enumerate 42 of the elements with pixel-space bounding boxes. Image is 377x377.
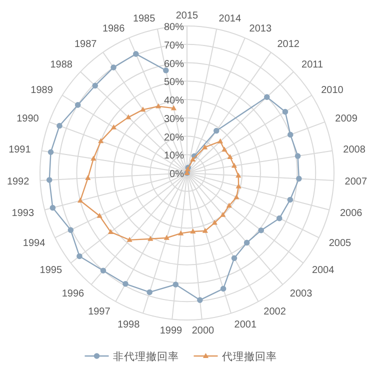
spoke-label: 2013 <box>249 23 272 34</box>
spoke-label: 1989 <box>30 84 54 96</box>
y-tick-label: 80% <box>164 22 184 33</box>
spoke-label: 2003 <box>290 288 313 300</box>
spoke-label: 1994 <box>22 238 46 250</box>
spoke-label: 1996 <box>62 288 85 300</box>
spoke-label: 2001 <box>234 319 257 330</box>
spoke-label: 2005 <box>328 238 352 250</box>
spoke-label: 1988 <box>50 60 73 71</box>
spoke-label: 1986 <box>102 23 126 34</box>
spoke-label: 2010 <box>321 84 344 96</box>
spoke-label: 2007 <box>344 176 368 188</box>
spoke-label: 1992 <box>6 176 30 188</box>
spoke-label: 2002 <box>264 306 286 318</box>
y-tick-label: 70% <box>164 40 184 52</box>
legend-label: 代理撤回率 <box>220 350 277 363</box>
spoke-label: 1995 <box>40 265 62 276</box>
spoke-label: 2008 <box>343 144 366 156</box>
y-tick-label: 50% <box>164 77 184 88</box>
spoke-label: 2014 <box>218 14 242 25</box>
spoke-label: 1998 <box>117 319 140 330</box>
y-tick-label: 0% <box>170 169 184 180</box>
spoke-label: 2004 <box>312 265 335 276</box>
spoke-label: 2000 <box>192 326 215 337</box>
y-tick-label: 20% <box>164 132 184 144</box>
spoke-label: 1991 <box>8 144 32 156</box>
spoke-label: 1987 <box>74 38 98 50</box>
y-tick-label: 40% <box>164 96 184 106</box>
spoke-label: 2015 <box>176 10 199 22</box>
spoke-label: 2012 <box>277 38 300 50</box>
spoke-label: 1990 <box>16 114 40 125</box>
spoke-label: 2009 <box>335 114 358 125</box>
y-tick-label: 60% <box>164 58 184 70</box>
spoke-label: 1985 <box>132 14 156 25</box>
spoke-label: 2006 <box>340 208 363 220</box>
spoke-label: 1999 <box>160 326 183 337</box>
spoke-label: 1997 <box>88 306 111 318</box>
y-tick-label: 10% <box>164 150 184 162</box>
y-tick-label: 30% <box>164 114 184 125</box>
spoke-label: 1993 <box>12 208 34 220</box>
spoke-label: 2011 <box>302 60 324 71</box>
legend-label: 非代理撤回率 <box>112 350 179 363</box>
